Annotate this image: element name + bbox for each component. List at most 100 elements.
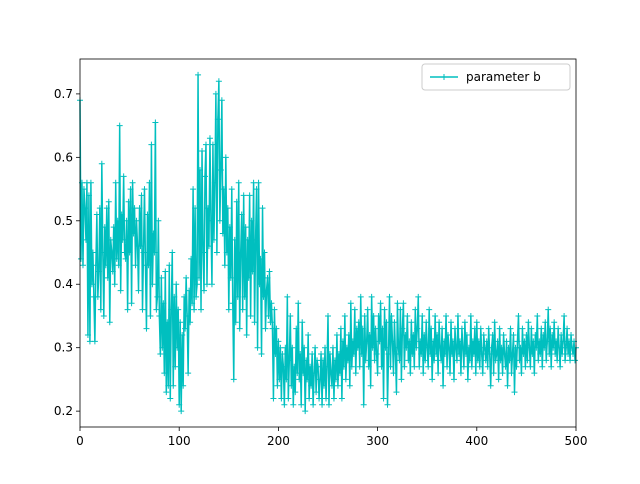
y-tick-label: 0.5 [54,214,73,228]
marker [200,249,207,256]
marker [294,370,301,377]
marker [371,357,378,364]
marker [227,274,234,281]
marker [474,357,481,364]
marker [198,306,205,313]
marker [157,351,164,358]
marker [240,192,247,199]
marker [315,363,322,370]
marker [242,224,249,231]
marker [258,351,265,358]
marker [229,300,236,307]
marker [234,293,241,300]
marker [108,249,115,256]
marker [180,382,187,389]
legend-marker [441,74,447,80]
marker [111,281,118,288]
marker [216,217,223,224]
marker [369,344,376,351]
marker [193,293,200,300]
marker [467,312,474,319]
marker [471,325,478,332]
marker [318,351,325,358]
marker [339,338,346,345]
marker [452,344,459,351]
marker [425,363,432,370]
marker [552,351,559,358]
marker [237,249,244,256]
marker [428,325,435,332]
marker [190,186,197,193]
marker [494,338,501,345]
marker [459,344,466,351]
marker [338,395,345,402]
marker [230,376,237,383]
marker [379,325,386,332]
marker [460,363,467,370]
marker [254,344,261,351]
marker [430,338,437,345]
marker [383,319,390,326]
marker [267,319,274,326]
marker [273,325,280,332]
marker [236,325,243,332]
marker [214,116,221,123]
marker [212,90,219,97]
marker [270,395,277,402]
marker [441,338,448,345]
marker [172,363,179,370]
marker [410,332,417,338]
marker [541,344,548,351]
marker [412,306,419,313]
marker [264,274,271,281]
marker [442,351,449,358]
marker [255,179,262,186]
marker [531,370,538,377]
marker [426,306,433,313]
marker [550,344,557,351]
marker [176,401,183,408]
marker [248,217,255,224]
marker [502,363,509,370]
marker [122,255,129,262]
marker [84,332,91,338]
marker [556,344,563,351]
marker [194,281,201,288]
marker [94,293,101,300]
marker [448,319,455,326]
marker [557,363,564,370]
marker [500,332,507,338]
marker [243,332,250,338]
marker [401,363,408,370]
marker [544,338,551,345]
marker [372,325,379,332]
marker [211,179,218,186]
marker [542,319,549,326]
marker [175,306,182,313]
marker [366,332,373,338]
marker [450,376,457,383]
marker [495,376,502,383]
marker [153,306,160,313]
marker [378,363,385,370]
marker [252,236,259,243]
marker [104,274,111,281]
marker [246,192,253,199]
marker [437,344,444,351]
marker [507,325,514,332]
marker [382,344,389,351]
marker [217,167,224,174]
marker [440,382,447,389]
marker [481,344,488,351]
marker [505,344,512,351]
marker [352,370,359,377]
marker [367,382,374,389]
marker [403,344,410,351]
marker [324,363,331,370]
marker [100,312,107,319]
marker [449,338,456,345]
marker [284,293,291,300]
plot-frame [79,58,577,428]
marker [275,338,282,345]
